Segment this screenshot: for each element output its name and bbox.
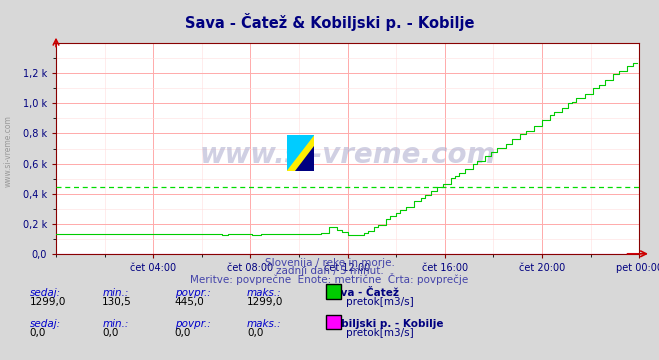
Text: min.:: min.: bbox=[102, 288, 129, 298]
Text: 0,0: 0,0 bbox=[247, 328, 264, 338]
Text: min.:: min.: bbox=[102, 319, 129, 329]
Text: sedaj:: sedaj: bbox=[30, 288, 61, 298]
Text: Slovenija / reke in morje.: Slovenija / reke in morje. bbox=[264, 258, 395, 269]
Text: maks.:: maks.: bbox=[247, 288, 282, 298]
Text: povpr.:: povpr.: bbox=[175, 288, 210, 298]
Text: 130,5: 130,5 bbox=[102, 297, 132, 307]
Text: maks.:: maks.: bbox=[247, 319, 282, 329]
Text: Sava - Čatež: Sava - Čatež bbox=[326, 288, 399, 298]
Polygon shape bbox=[287, 135, 314, 171]
Text: 1299,0: 1299,0 bbox=[247, 297, 283, 307]
Polygon shape bbox=[295, 146, 314, 171]
Text: Kobiljski p. - Kobilje: Kobiljski p. - Kobilje bbox=[326, 319, 444, 329]
Text: www.si-vreme.com: www.si-vreme.com bbox=[200, 141, 496, 169]
Text: zadnji dan / 5 minut.: zadnji dan / 5 minut. bbox=[275, 266, 384, 276]
Text: 0,0: 0,0 bbox=[175, 328, 191, 338]
Text: 1299,0: 1299,0 bbox=[30, 297, 66, 307]
Text: pretok[m3/s]: pretok[m3/s] bbox=[346, 297, 414, 307]
Text: 0,0: 0,0 bbox=[30, 328, 46, 338]
Text: Meritve: povprečne  Enote: metrične  Črta: povprečje: Meritve: povprečne Enote: metrične Črta:… bbox=[190, 273, 469, 285]
Text: 445,0: 445,0 bbox=[175, 297, 204, 307]
Text: pretok[m3/s]: pretok[m3/s] bbox=[346, 328, 414, 338]
Text: 0,0: 0,0 bbox=[102, 328, 119, 338]
Text: sedaj:: sedaj: bbox=[30, 319, 61, 329]
Text: povpr.:: povpr.: bbox=[175, 319, 210, 329]
Text: Sava - Čatež & Kobiljski p. - Kobilje: Sava - Čatež & Kobiljski p. - Kobilje bbox=[185, 13, 474, 31]
Text: www.si-vreme.com: www.si-vreme.com bbox=[4, 115, 13, 187]
